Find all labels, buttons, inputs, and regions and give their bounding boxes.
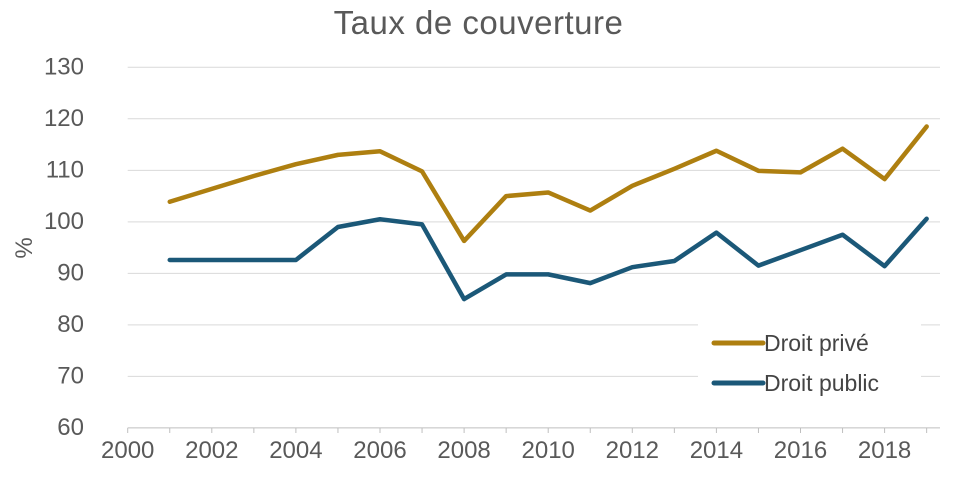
svg-text:2014: 2014 [690,437,743,464]
svg-text:Droit privé: Droit privé [764,330,869,356]
svg-text:120: 120 [44,105,84,132]
svg-text:60: 60 [57,414,84,441]
svg-text:2000: 2000 [101,437,154,464]
svg-text:80: 80 [57,311,84,338]
svg-text:90: 90 [57,260,84,287]
svg-text:%: % [11,237,38,258]
svg-text:2006: 2006 [353,437,406,464]
svg-text:Droit public: Droit public [764,370,879,396]
svg-text:2002: 2002 [185,437,238,464]
svg-text:2008: 2008 [437,437,490,464]
svg-text:70: 70 [57,363,84,390]
svg-text:2012: 2012 [606,437,659,464]
svg-text:100: 100 [44,208,84,235]
svg-text:2016: 2016 [774,437,827,464]
svg-text:130: 130 [44,54,84,81]
svg-text:110: 110 [46,157,84,184]
svg-text:2010: 2010 [522,437,575,464]
svg-text:2004: 2004 [269,437,322,464]
svg-text:2018: 2018 [858,437,911,464]
